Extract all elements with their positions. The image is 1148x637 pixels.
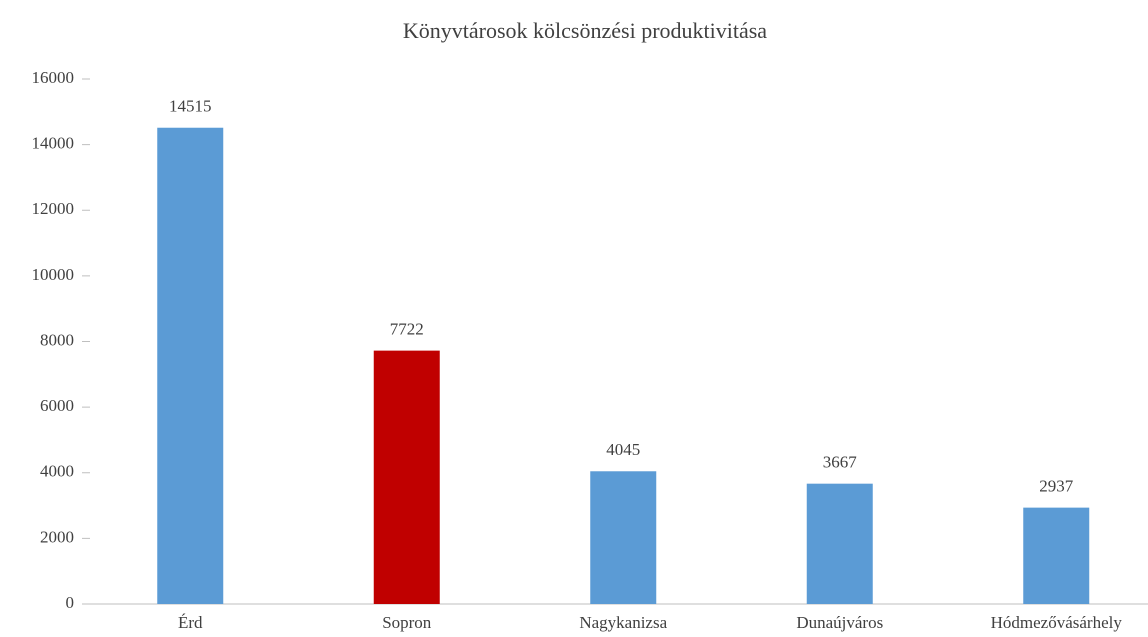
bar bbox=[590, 471, 657, 604]
y-tick-label: 4000 bbox=[40, 462, 74, 481]
y-tick-label: 12000 bbox=[32, 199, 75, 218]
x-tick-label: Hódmezővásárhely bbox=[991, 613, 1123, 632]
y-tick-label: 2000 bbox=[40, 527, 74, 546]
bar bbox=[806, 483, 873, 604]
x-tick-label: Érd bbox=[178, 613, 203, 632]
data-label: 4045 bbox=[606, 440, 640, 459]
data-label: 2937 bbox=[1039, 477, 1074, 496]
y-tick-label: 8000 bbox=[40, 330, 74, 349]
data-label: 3667 bbox=[823, 453, 858, 472]
y-tick-label: 16000 bbox=[32, 68, 75, 87]
x-tick-label: Nagykanizsa bbox=[579, 613, 667, 632]
data-label: 7722 bbox=[390, 320, 424, 339]
y-tick-label: 10000 bbox=[32, 265, 75, 284]
bar bbox=[157, 127, 224, 604]
y-tick-label: 14000 bbox=[32, 134, 75, 153]
chart-title: Könyvtárosok kölcsönzési produktivitása bbox=[403, 18, 767, 43]
y-tick-label: 0 bbox=[66, 593, 75, 612]
bar bbox=[1023, 507, 1090, 604]
y-tick-label: 6000 bbox=[40, 396, 74, 415]
x-tick-label: Dunaújváros bbox=[796, 613, 883, 632]
bar bbox=[373, 350, 440, 604]
x-tick-label: Sopron bbox=[382, 613, 432, 632]
data-label: 14515 bbox=[169, 97, 212, 116]
